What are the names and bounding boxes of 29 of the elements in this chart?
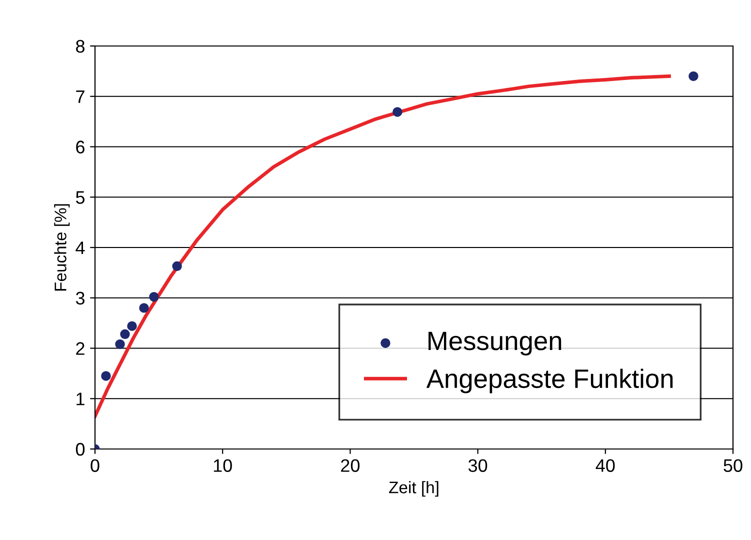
y-tick-label: 7: [76, 90, 84, 103]
y-axis-title: Feuchte [%]: [54, 204, 70, 291]
x-axis-title: Zeit [h]: [389, 481, 438, 497]
y-tick-label: 6: [76, 140, 84, 154]
y-tick-label: 8: [76, 40, 84, 53]
point: [392, 107, 402, 117]
y-tick-label: 5: [76, 191, 85, 204]
y-tick-label: 4: [76, 242, 85, 254]
y-tick-label: 1: [76, 392, 84, 406]
x-tick-label: 20: [341, 459, 360, 472]
y-tick-label: 2: [76, 342, 84, 355]
y-tick-label: 3: [76, 292, 84, 305]
legend-label: Angepasste Funktion: [426, 368, 673, 394]
point: [120, 329, 130, 340]
point: [101, 371, 111, 381]
x-tick-label: 10: [214, 459, 232, 472]
x-tick-label: 0: [90, 459, 100, 472]
point: [688, 71, 698, 82]
point: [139, 303, 149, 313]
x-tick-label: 40: [596, 459, 615, 472]
point: [149, 292, 159, 302]
y-tick-label: 0: [76, 442, 85, 456]
point: [115, 339, 125, 350]
x-tick-label: 50: [724, 459, 742, 472]
point: [127, 321, 137, 331]
line-series: [95, 74, 671, 418]
legend-label: Messungen: [428, 332, 562, 356]
point: [172, 261, 182, 271]
x-tick-label: 30: [468, 459, 488, 472]
